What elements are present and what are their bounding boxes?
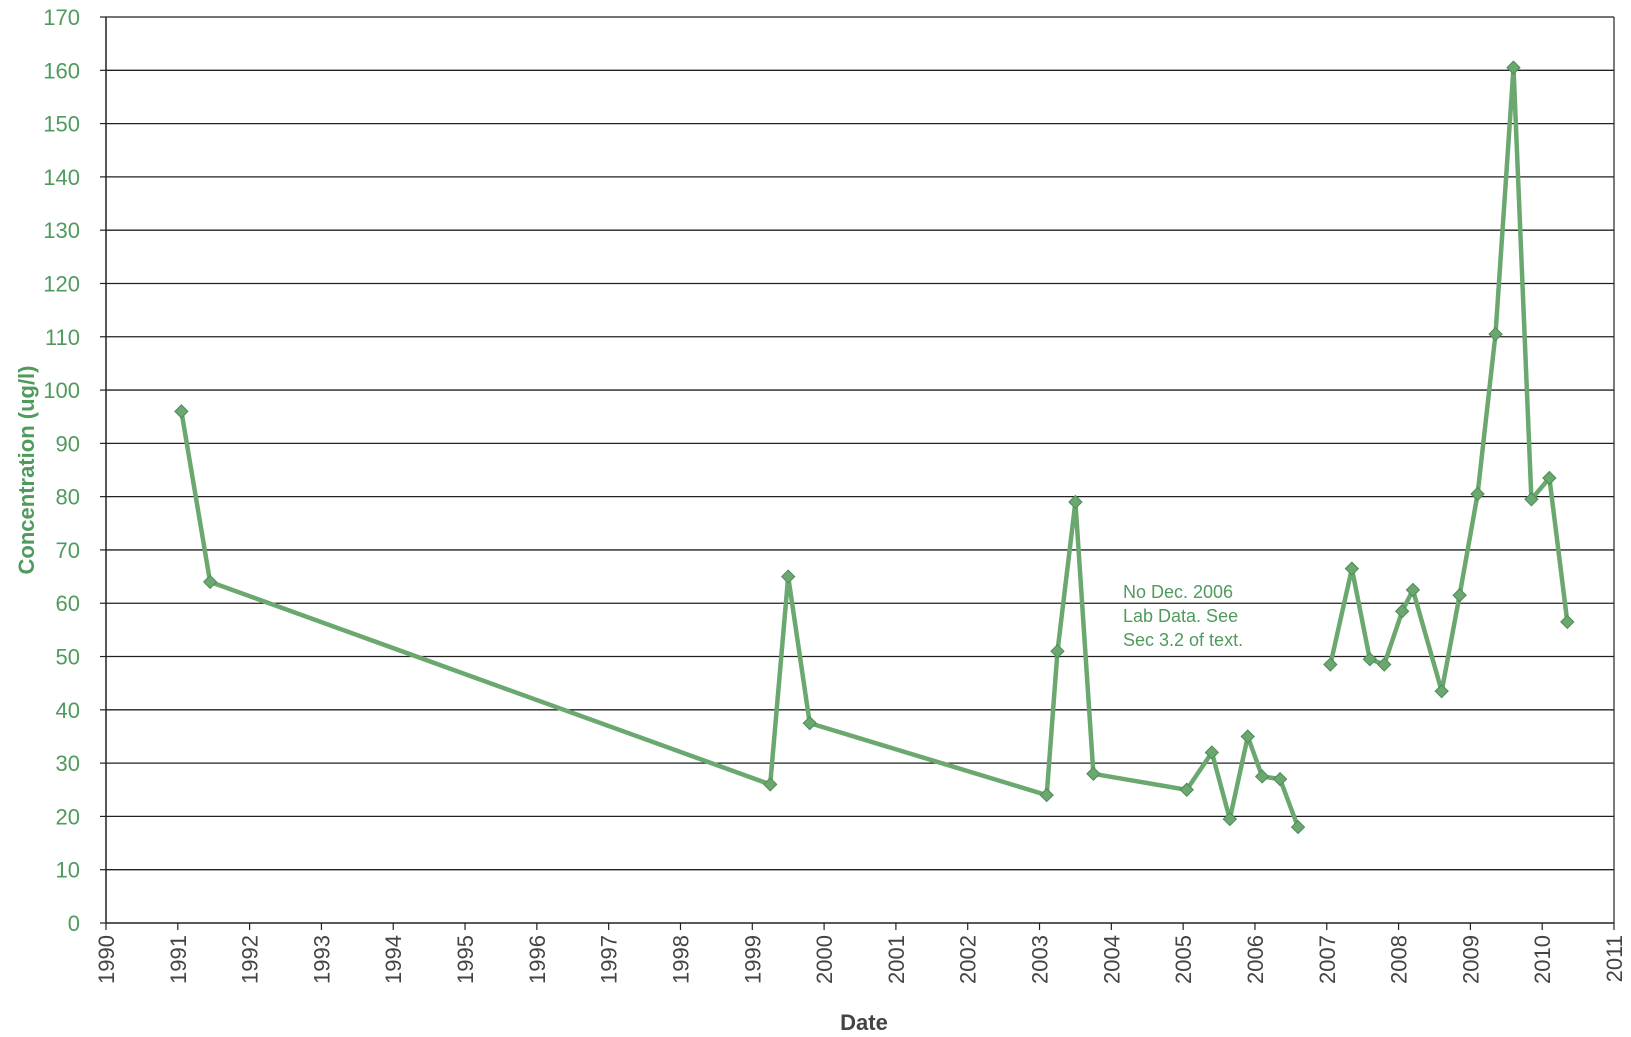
- x-tick-label: 1998: [668, 935, 693, 984]
- data-point: [1344, 561, 1360, 576]
- x-tick-label: 1999: [740, 935, 765, 984]
- x-tick-label: 2008: [1387, 935, 1412, 984]
- data-point: [1204, 745, 1220, 760]
- x-axis-title: Date: [840, 1010, 888, 1035]
- data-point: [202, 574, 218, 590]
- y-tick-label: 140: [43, 165, 80, 190]
- x-tick-label: 1995: [453, 935, 478, 984]
- y-tick-label: 100: [43, 378, 80, 403]
- x-tick-label: 1990: [94, 935, 119, 984]
- y-tick-label: 120: [43, 271, 80, 296]
- y-tick-label: 130: [43, 218, 80, 243]
- series-line: [179, 409, 1301, 830]
- y-tick-label: 50: [56, 645, 80, 670]
- x-tick-label: 1997: [597, 935, 622, 984]
- y-tick-label: 60: [56, 591, 80, 616]
- y-tick-labels: 0 10 20 30 40 50 60 70 80 90 100 110 120 130 140 150 160…: [43, 5, 80, 936]
- x-tick-label: 2004: [1099, 935, 1124, 984]
- data-point: [1272, 771, 1288, 787]
- y-tick-label: 90: [56, 431, 80, 456]
- x-tick-label: 1992: [238, 935, 263, 984]
- x-tick-label: 2002: [956, 935, 981, 984]
- x-tick-label: 2000: [812, 935, 837, 984]
- data-point: [780, 569, 796, 584]
- y-tick-label: 110: [45, 325, 80, 350]
- data-point: [1068, 494, 1083, 510]
- x-tick-label: 2003: [1028, 935, 1053, 984]
- data-point: [1254, 769, 1270, 784]
- data-point: [174, 404, 189, 419]
- data-point: [1394, 604, 1410, 619]
- data-point: [802, 715, 817, 731]
- y-tick-label: 0: [68, 911, 80, 936]
- y-tick-label: 40: [56, 698, 80, 723]
- y-tick-label: 20: [56, 804, 80, 829]
- y-tick-label: 80: [56, 485, 80, 510]
- data-point: [1039, 787, 1054, 803]
- x-tick-label: 1994: [381, 935, 406, 984]
- data-point: [1405, 582, 1421, 598]
- data-point: [1050, 643, 1065, 659]
- data-series: [174, 60, 1575, 835]
- y-axis-title: Concentration (ug/l): [14, 366, 39, 575]
- data-point: [1086, 766, 1101, 781]
- data-point: [1560, 614, 1575, 630]
- data-point: [1434, 683, 1449, 699]
- data-point: [763, 777, 778, 792]
- data-point: [1488, 326, 1503, 342]
- data-point: [1377, 657, 1392, 672]
- x-tick-label: 2009: [1458, 935, 1483, 984]
- x-tick-label: 2006: [1243, 935, 1268, 984]
- y-tick-label: 150: [43, 112, 80, 137]
- x-tick-label: 1991: [166, 935, 191, 984]
- data-point: [1179, 782, 1194, 797]
- data-point: [1506, 60, 1521, 75]
- series-line: [1328, 65, 1570, 694]
- data-point: [1470, 486, 1485, 502]
- data-point: [1323, 657, 1338, 672]
- x-tick-label: 2011: [1602, 935, 1627, 982]
- y-tick-label: 10: [56, 858, 80, 883]
- y-tick-label: 70: [56, 538, 80, 563]
- y-tick-label: 30: [56, 751, 80, 776]
- x-tick-labels: 1990 1991 1992 1993 1994 1995 1996 1997 1998 1999…: [94, 935, 1627, 984]
- annotation-line: Lab Data. See: [1123, 606, 1238, 626]
- data-point: [1542, 470, 1557, 486]
- data-point: [1290, 819, 1306, 835]
- data-point: [1524, 492, 1539, 507]
- data-point: [1240, 729, 1255, 744]
- y-tick-label: 160: [43, 58, 80, 83]
- annotation-line: No Dec. 2006: [1123, 582, 1233, 602]
- data-point: [1222, 811, 1238, 827]
- y-tick-label: 170: [43, 5, 80, 30]
- x-tick-label: 2001: [884, 935, 909, 984]
- gridlines: [106, 16, 1614, 871]
- annotations: No Dec. 2006 Lab Data. See Sec 3.2 of text…: [1123, 582, 1243, 650]
- x-tick-label: 2005: [1171, 935, 1196, 984]
- annotation-line: Sec 3.2 of text.: [1123, 630, 1243, 650]
- x-tick-label: 2010: [1530, 935, 1555, 984]
- axes: [100, 16, 1615, 930]
- x-tick-label: 2007: [1315, 935, 1340, 984]
- data-point: [1452, 588, 1467, 603]
- x-tick-label: 1993: [309, 935, 334, 984]
- x-tick-label: 1996: [525, 935, 550, 984]
- data-point: [1362, 651, 1378, 667]
